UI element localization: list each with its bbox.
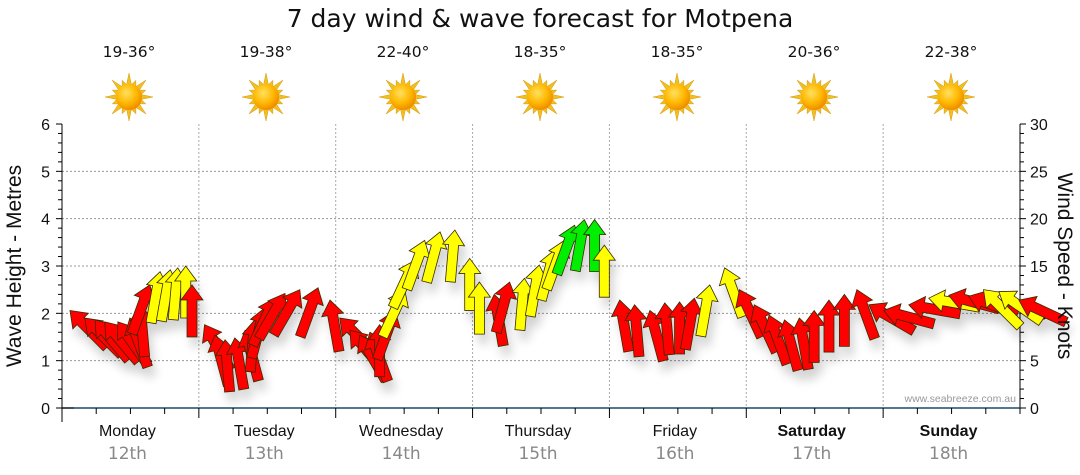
day-date-label: 12th	[108, 444, 147, 464]
wind-arrow	[592, 244, 617, 298]
temperature-range: 20-36°	[787, 43, 841, 61]
sunny-icon	[104, 72, 154, 122]
sunny-icon	[789, 72, 839, 122]
y-left-tick-label: 3	[41, 259, 50, 276]
y-axis-right-title: Wind Speed - Knots	[1053, 173, 1076, 360]
wind-arrow	[908, 295, 962, 320]
temperature-range: 22-38°	[924, 43, 978, 61]
day-name-label: Monday	[99, 423, 156, 440]
wind-arrow	[582, 218, 607, 273]
y-left-tick-label: 0	[41, 401, 50, 418]
y-right-tick-label: 5	[1030, 354, 1039, 371]
y-right-tick-label: 25	[1030, 164, 1048, 181]
day-date-label: 17th	[792, 444, 831, 464]
wind-arrow	[268, 289, 303, 338]
gridlines	[62, 124, 1020, 408]
day-date-label: 14th	[382, 444, 421, 464]
day-name-label: Friday	[653, 423, 697, 440]
wind-arrow	[457, 257, 482, 311]
wind-arrow	[180, 284, 204, 338]
y-left-tick-label: 6	[41, 117, 50, 134]
arrow-shadows	[73, 229, 1073, 403]
wind-arrow	[295, 287, 324, 339]
sunny-icon	[926, 72, 976, 122]
temperature-range: 18-35°	[513, 43, 567, 61]
wind-arrow	[321, 299, 345, 353]
day-name-label: Wednesday	[359, 423, 443, 440]
day-date-label: 13th	[245, 444, 284, 464]
wind-arrow	[695, 284, 719, 338]
sunny-icon	[378, 72, 428, 122]
y-right-tick-label: 30	[1030, 117, 1048, 134]
day-date-label: 15th	[518, 444, 557, 464]
wind-arrow	[851, 289, 880, 341]
day-date-label: 16th	[655, 444, 694, 464]
day-name-label: Sunday	[920, 423, 978, 440]
chart-title: 7 day wind & wave forecast for Motpena	[286, 4, 794, 33]
y-right-tick-label: 15	[1030, 259, 1048, 276]
wind-arrow	[735, 289, 767, 340]
temperature-range: 22-40°	[376, 43, 430, 61]
sunny-icon	[241, 72, 291, 122]
wind-arrow-shadow	[273, 299, 306, 348]
wind-arrow	[1018, 295, 1069, 328]
day-name-label: Saturday	[777, 423, 846, 440]
temperature-range: 18-35°	[650, 43, 704, 61]
y-left-tick-label: 5	[41, 164, 50, 181]
y-left-tick-label: 4	[41, 212, 50, 229]
wind-arrow	[467, 281, 492, 335]
y-right-tick-label: 20	[1030, 212, 1048, 229]
day-name-label: Tuesday	[234, 423, 295, 440]
sunny-icon	[652, 72, 702, 122]
wind-arrow	[998, 290, 1045, 327]
wind-arrow-shadow	[299, 297, 328, 349]
wind-arrow	[883, 303, 936, 330]
x-axis-day-labels: Monday 12th Tuesday 13th Wednesday 14th Thursd…	[99, 423, 978, 464]
y-axis-left-title: Wave Height - Metres	[3, 165, 26, 367]
wind-arrow	[832, 293, 857, 347]
wind-arrows	[69, 218, 1069, 393]
wind-arrow	[624, 304, 648, 358]
y-right-tick-label: 0	[1030, 401, 1039, 418]
temperature-range: 19-36°	[102, 43, 156, 61]
temperature-range: 19-38°	[239, 43, 293, 61]
sunny-icon	[515, 72, 565, 122]
day-name-label: Thursday	[505, 423, 572, 440]
credit-watermark: www.seabreeze.com.au	[904, 393, 1017, 405]
wind-arrow	[173, 265, 198, 319]
wind-arrow	[441, 229, 466, 283]
wind-arrow	[421, 231, 448, 284]
wind-arrow	[490, 281, 518, 335]
y-left-tick-label: 2	[41, 306, 50, 323]
day-date-label: 18th	[929, 444, 968, 464]
y-left-tick-label: 1	[41, 354, 50, 371]
